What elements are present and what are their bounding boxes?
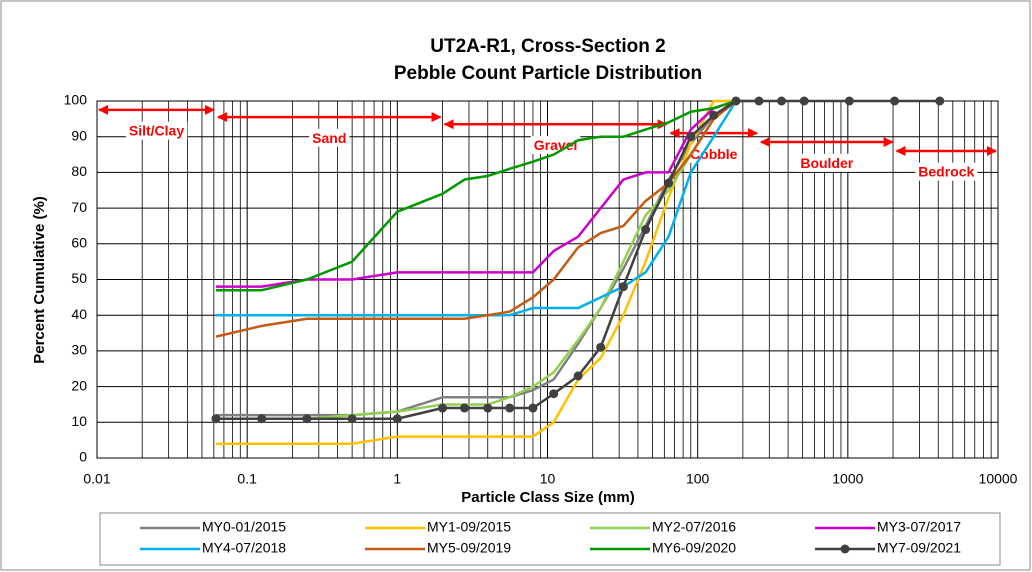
y-tick-label: 60 [71,235,87,251]
series-marker [754,96,764,106]
legend-label: MY3-07/2017 [877,519,961,535]
y-tick-label: 40 [71,306,87,322]
y-tick-label: 0 [79,449,87,465]
series-line [215,100,738,317]
series-marker [844,96,854,106]
y-tick-label: 50 [71,270,87,286]
annotation-label: Cobble [690,146,738,162]
x-tick-label: 0.01 [83,471,110,487]
legend-label: MY1-09/2015 [427,519,511,535]
x-tick-label: 100 [686,471,710,487]
legend-label: MY4-07/2018 [202,540,286,556]
x-axis-title: Particle Class Size (mm) [461,489,634,506]
y-tick-label: 100 [64,92,88,108]
annotation-bg [915,162,978,181]
series-marker [347,414,357,424]
y-tick-label: 20 [71,377,87,393]
annotation-label: Boulder [800,155,853,171]
legend-marker [840,544,850,554]
series-marker [799,96,809,106]
series-marker [777,96,787,106]
annotation-bg [309,128,350,147]
series-line [215,99,737,292]
annotation-bg [125,121,188,140]
series-marker [483,403,493,413]
chart-title: Pebble Count Particle Distribution [394,63,702,84]
legend-label: MY6-09/2020 [652,540,736,556]
series-marker [664,178,674,188]
annotation-label: Gravel [534,137,578,153]
y-tick-label: 10 [71,413,87,429]
series-marker [302,414,312,424]
series-marker [686,132,696,142]
x-tick-label: 0.1 [237,471,257,487]
annotation-label: Silt/Clay [129,123,184,139]
x-tick-label: 10000 [979,471,1018,487]
chart-title: UT2A-R1, Cross-Section 2 [430,36,665,57]
series-line [215,99,736,445]
annotation-bg [797,153,857,172]
series-marker [257,414,267,424]
series-marker [935,96,945,106]
annotation-label: Bedrock [918,164,974,180]
y-tick-label: 80 [71,163,87,179]
series-marker [528,403,538,413]
y-tick-label: 30 [71,342,87,358]
series-marker [438,403,448,413]
series-marker [549,389,559,399]
series-marker [890,96,900,106]
x-tick-label: 1000 [832,471,863,487]
legend-box [99,512,1001,566]
series-marker [596,342,606,352]
series-marker [392,414,402,424]
series-marker [618,282,628,292]
series-marker [709,110,719,120]
x-tick-label: 1 [393,471,401,487]
series-marker [641,225,651,235]
y-tick-label: 90 [71,127,87,143]
series-marker [505,403,515,413]
series-marker [731,96,741,106]
series-marker [573,371,583,381]
annotation-bg [530,135,581,154]
legend-label: MY7-09/2021 [877,540,961,556]
legend-label: MY5-09/2019 [427,540,511,556]
x-tick-label: 10 [540,471,556,487]
y-tick-label: 70 [71,199,87,215]
series-marker [459,403,469,413]
series-marker [211,414,221,424]
annotation-label: Sand [312,130,346,146]
y-axis-title: Percent Cumulative (%) [31,196,48,364]
plot-border [96,100,999,459]
legend-label: MY2-07/2016 [652,519,736,535]
legend-label: MY0-01/2015 [202,519,286,535]
series-line [215,99,737,288]
